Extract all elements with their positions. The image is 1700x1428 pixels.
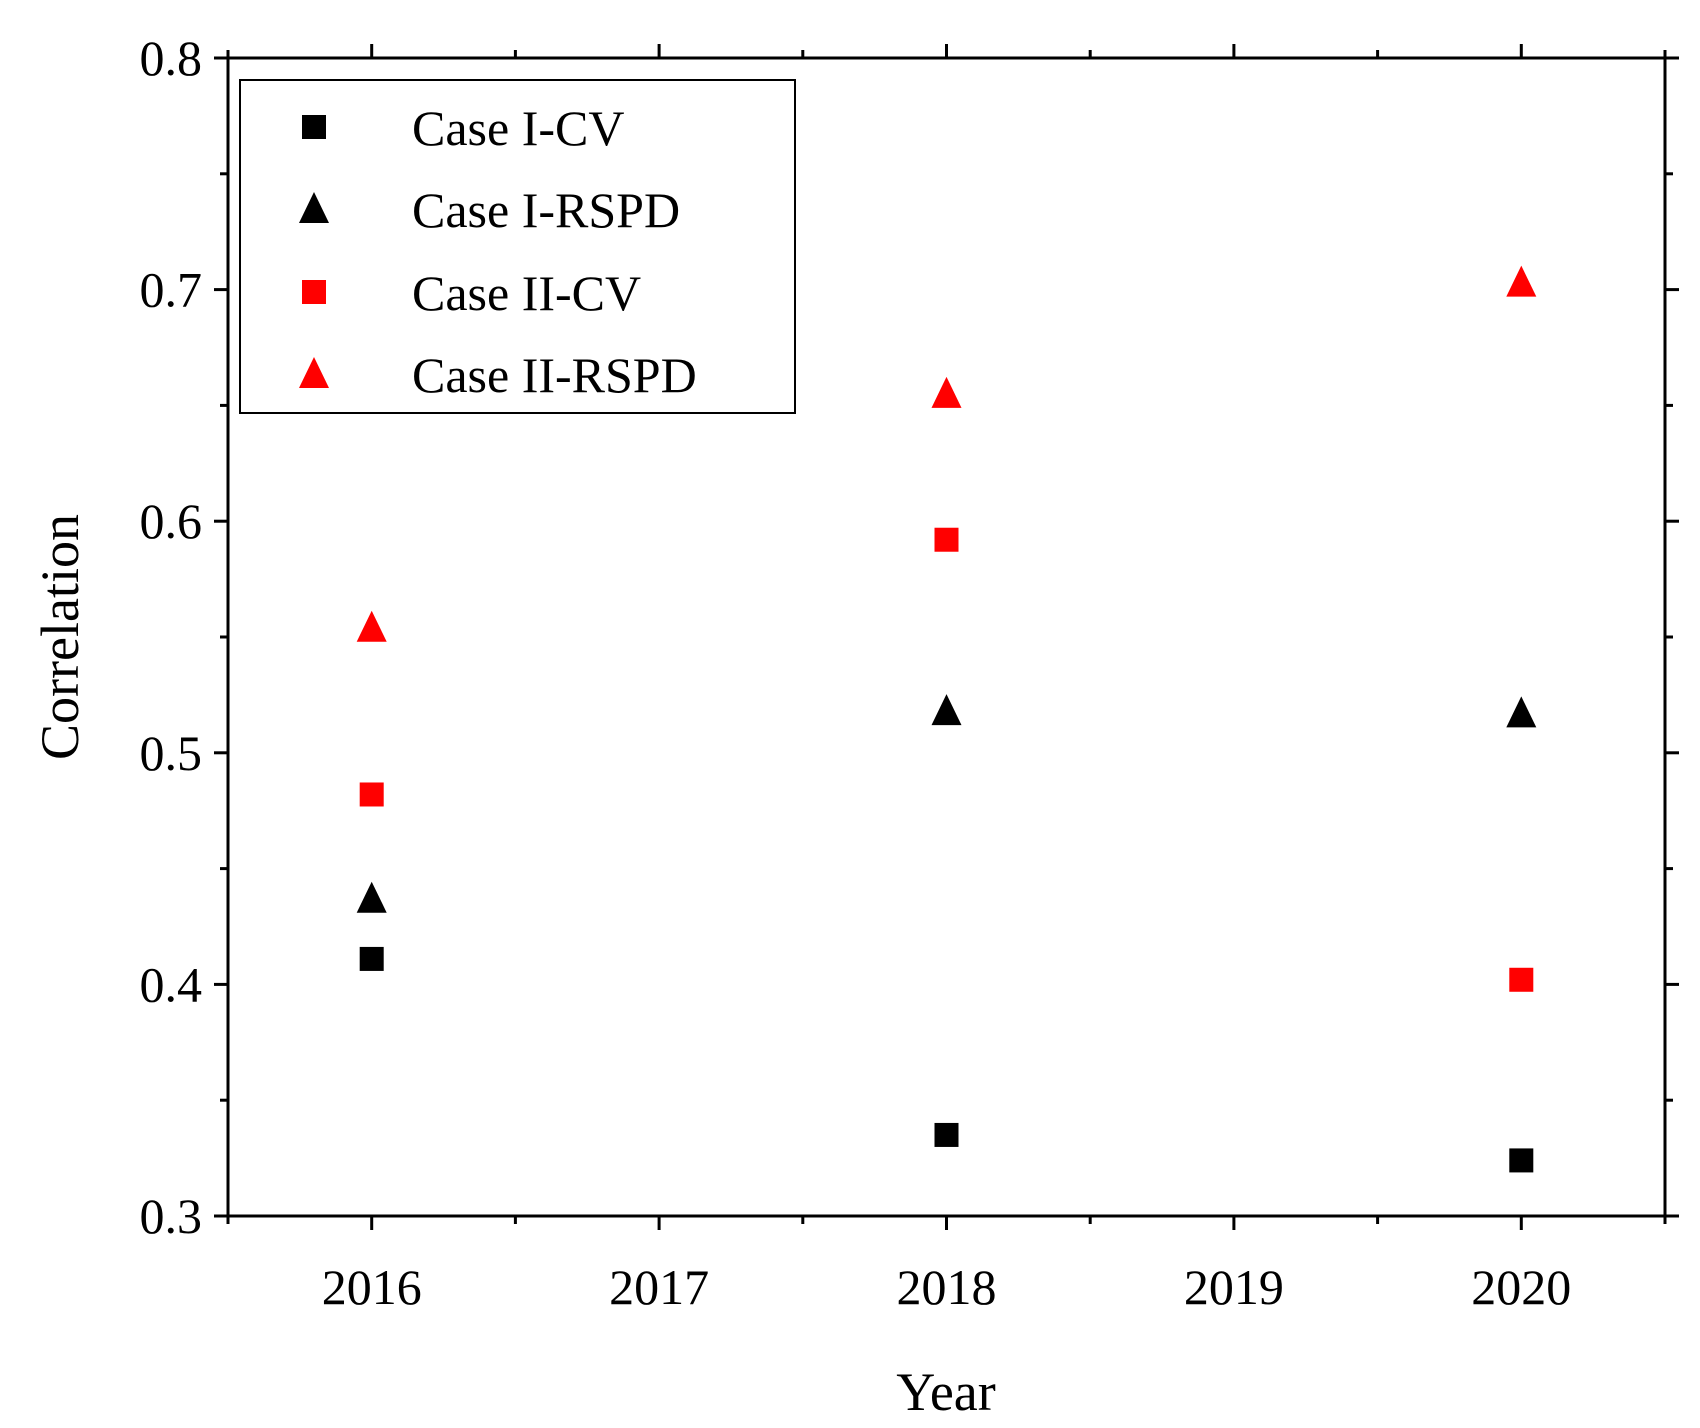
legend-label: Case II-CV xyxy=(412,265,641,321)
x-tick-label: 2020 xyxy=(1471,1259,1571,1315)
square-point xyxy=(359,946,384,971)
legend-box xyxy=(239,79,796,414)
legend-items: Case I-CV Case I-RSPD Case II-CV Case II-RS… xyxy=(299,100,697,403)
square-point xyxy=(359,782,384,807)
y-tick-label: 0.5 xyxy=(140,725,203,781)
legend-label: Case I-CV xyxy=(412,100,624,156)
square-point xyxy=(1509,967,1534,992)
y-tick-label: 0.4 xyxy=(140,956,203,1012)
legend-marker xyxy=(302,115,326,139)
x-tick-label: 2017 xyxy=(609,1259,709,1315)
y-axis-title: Correlation xyxy=(30,514,90,760)
x-tick-label: 2016 xyxy=(322,1259,422,1315)
triangle-point xyxy=(931,694,962,726)
triangle-point xyxy=(1506,696,1537,728)
x-axis-title: Year xyxy=(896,1362,996,1422)
triangle-point xyxy=(1506,265,1537,297)
triangle-point xyxy=(356,610,387,642)
legend-marker xyxy=(299,192,329,223)
legend-marker xyxy=(299,357,329,388)
triangle-point xyxy=(356,881,387,913)
legend-label: Case I-RSPD xyxy=(412,182,680,238)
x-tick-label: 2018 xyxy=(897,1259,997,1315)
data-markers xyxy=(356,265,1537,1173)
axes: 0.3 0.4 0.5 0.6 0.7 0.8 2016 2017 2018 2019 2020 xyxy=(140,30,1679,1315)
y-tick-label: 0.8 xyxy=(140,30,203,86)
y-tick-label: 0.7 xyxy=(140,262,203,318)
square-point xyxy=(934,1122,959,1147)
square-point xyxy=(1509,1148,1534,1173)
legend-label: Case II-RSPD xyxy=(412,347,697,403)
legend: Case I-CV Case I-RSPD Case II-CV Case II-RS… xyxy=(239,79,796,414)
x-tick-label: 2019 xyxy=(1184,1259,1284,1315)
triangle-point xyxy=(931,376,962,408)
square-point xyxy=(934,527,959,552)
y-tick-label: 0.3 xyxy=(140,1188,203,1244)
y-tick-label: 0.6 xyxy=(140,493,203,549)
legend-marker xyxy=(302,280,326,304)
